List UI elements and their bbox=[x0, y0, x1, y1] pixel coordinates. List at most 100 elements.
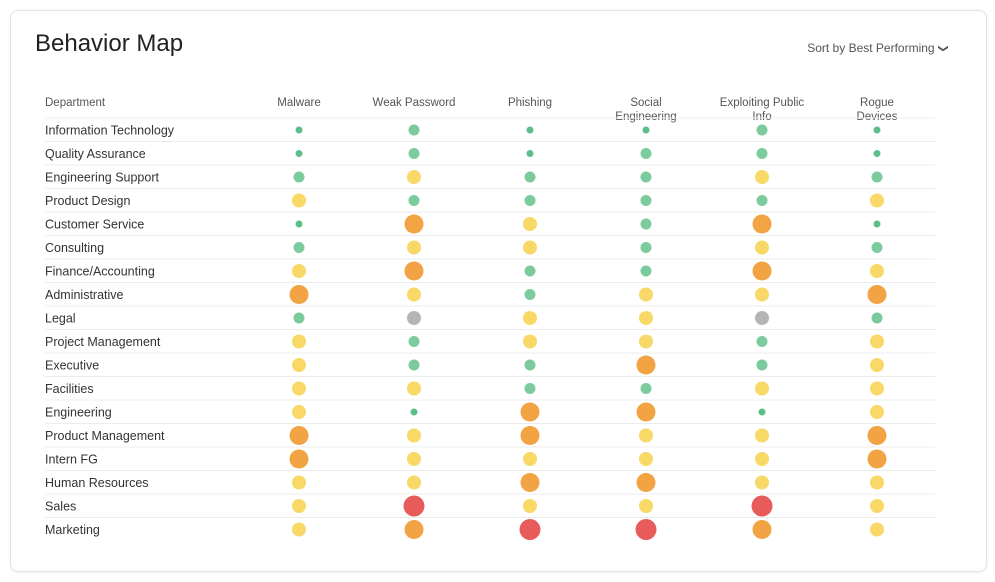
behavior-dot[interactable] bbox=[520, 473, 540, 492]
behavior-dot[interactable] bbox=[403, 495, 425, 517]
behavior-dot[interactable] bbox=[871, 171, 883, 183]
behavior-dot[interactable] bbox=[871, 242, 883, 253]
behavior-dot[interactable] bbox=[639, 428, 653, 443]
behavior-dot[interactable] bbox=[289, 449, 309, 469]
sort-dropdown[interactable]: Sort by Best Performing ❯ bbox=[807, 41, 948, 55]
behavior-dot[interactable] bbox=[292, 193, 306, 208]
behavior-dot[interactable] bbox=[407, 428, 421, 443]
behavior-dot[interactable] bbox=[755, 311, 769, 325]
behavior-dot[interactable] bbox=[408, 124, 420, 136]
behavior-dot[interactable] bbox=[640, 171, 652, 183]
behavior-dot[interactable] bbox=[867, 285, 887, 304]
behavior-dot[interactable] bbox=[756, 336, 768, 347]
behavior-dot[interactable] bbox=[408, 148, 420, 159]
behavior-dot[interactable] bbox=[292, 381, 306, 396]
behavior-dot[interactable] bbox=[640, 383, 652, 394]
behavior-dot[interactable] bbox=[873, 220, 881, 228]
behavior-dot[interactable] bbox=[870, 381, 884, 396]
behavior-dot[interactable] bbox=[410, 408, 418, 416]
behavior-dot[interactable] bbox=[636, 355, 656, 375]
behavior-dot[interactable] bbox=[407, 381, 421, 396]
behavior-dot[interactable] bbox=[292, 499, 306, 513]
behavior-dot[interactable] bbox=[755, 428, 769, 443]
behavior-dot[interactable] bbox=[755, 170, 769, 184]
behavior-dot[interactable] bbox=[407, 240, 421, 255]
behavior-dot[interactable] bbox=[871, 312, 883, 324]
behavior-dot[interactable] bbox=[293, 171, 305, 183]
behavior-dot[interactable] bbox=[408, 336, 420, 347]
behavior-dot[interactable] bbox=[523, 311, 537, 325]
behavior-dot[interactable] bbox=[636, 473, 656, 492]
behavior-dot[interactable] bbox=[407, 170, 421, 184]
behavior-dot[interactable] bbox=[292, 522, 306, 537]
behavior-dot[interactable] bbox=[526, 150, 534, 157]
behavior-dot[interactable] bbox=[640, 242, 652, 253]
behavior-dot[interactable] bbox=[642, 126, 650, 134]
behavior-dot[interactable] bbox=[867, 449, 887, 469]
behavior-dot[interactable] bbox=[756, 359, 768, 371]
behavior-dot[interactable] bbox=[295, 150, 303, 157]
behavior-dot[interactable] bbox=[755, 475, 769, 490]
behavior-dot[interactable] bbox=[404, 261, 424, 281]
behavior-dot[interactable] bbox=[292, 334, 306, 349]
behavior-dot[interactable] bbox=[520, 426, 540, 445]
behavior-dot[interactable] bbox=[292, 358, 306, 372]
behavior-dot[interactable] bbox=[870, 405, 884, 419]
behavior-dot[interactable] bbox=[870, 475, 884, 490]
behavior-dot[interactable] bbox=[524, 265, 536, 277]
behavior-dot[interactable] bbox=[293, 312, 305, 324]
behavior-dot[interactable] bbox=[870, 193, 884, 208]
behavior-dot[interactable] bbox=[523, 217, 537, 231]
behavior-dot[interactable] bbox=[639, 499, 653, 513]
behavior-dot[interactable] bbox=[870, 522, 884, 537]
behavior-dot[interactable] bbox=[292, 405, 306, 419]
behavior-dot[interactable] bbox=[755, 452, 769, 466]
behavior-dot[interactable] bbox=[289, 285, 309, 304]
behavior-dot[interactable] bbox=[523, 499, 537, 513]
behavior-dot[interactable] bbox=[289, 426, 309, 445]
behavior-dot[interactable] bbox=[293, 242, 305, 253]
behavior-dot[interactable] bbox=[523, 334, 537, 349]
behavior-dot[interactable] bbox=[751, 495, 773, 517]
behavior-dot[interactable] bbox=[640, 218, 652, 230]
behavior-dot[interactable] bbox=[295, 220, 303, 228]
behavior-dot[interactable] bbox=[639, 334, 653, 349]
behavior-dot[interactable] bbox=[407, 475, 421, 490]
behavior-dot[interactable] bbox=[635, 519, 657, 540]
behavior-dot[interactable] bbox=[636, 402, 656, 422]
behavior-dot[interactable] bbox=[524, 195, 536, 206]
behavior-dot[interactable] bbox=[867, 426, 887, 445]
behavior-dot[interactable] bbox=[873, 150, 881, 157]
behavior-dot[interactable] bbox=[295, 126, 303, 134]
behavior-dot[interactable] bbox=[519, 519, 541, 540]
behavior-dot[interactable] bbox=[870, 499, 884, 513]
behavior-dot[interactable] bbox=[756, 148, 768, 159]
behavior-dot[interactable] bbox=[758, 408, 766, 416]
behavior-dot[interactable] bbox=[640, 265, 652, 277]
behavior-dot[interactable] bbox=[523, 452, 537, 466]
behavior-dot[interactable] bbox=[407, 311, 421, 325]
behavior-dot[interactable] bbox=[756, 195, 768, 206]
behavior-dot[interactable] bbox=[524, 359, 536, 371]
behavior-dot[interactable] bbox=[526, 126, 534, 134]
behavior-dot[interactable] bbox=[407, 452, 421, 466]
behavior-dot[interactable] bbox=[870, 334, 884, 349]
behavior-dot[interactable] bbox=[640, 195, 652, 206]
behavior-dot[interactable] bbox=[292, 264, 306, 278]
behavior-dot[interactable] bbox=[524, 171, 536, 183]
behavior-dot[interactable] bbox=[873, 126, 881, 134]
behavior-dot[interactable] bbox=[870, 264, 884, 278]
behavior-dot[interactable] bbox=[524, 383, 536, 394]
behavior-dot[interactable] bbox=[292, 475, 306, 490]
behavior-dot[interactable] bbox=[755, 381, 769, 396]
behavior-dot[interactable] bbox=[755, 287, 769, 302]
behavior-dot[interactable] bbox=[639, 452, 653, 466]
behavior-dot[interactable] bbox=[408, 359, 420, 371]
behavior-dot[interactable] bbox=[870, 358, 884, 372]
behavior-dot[interactable] bbox=[404, 214, 424, 234]
behavior-dot[interactable] bbox=[407, 287, 421, 302]
behavior-dot[interactable] bbox=[520, 402, 540, 422]
behavior-dot[interactable] bbox=[639, 287, 653, 302]
behavior-dot[interactable] bbox=[752, 261, 772, 281]
behavior-dot[interactable] bbox=[640, 148, 652, 159]
